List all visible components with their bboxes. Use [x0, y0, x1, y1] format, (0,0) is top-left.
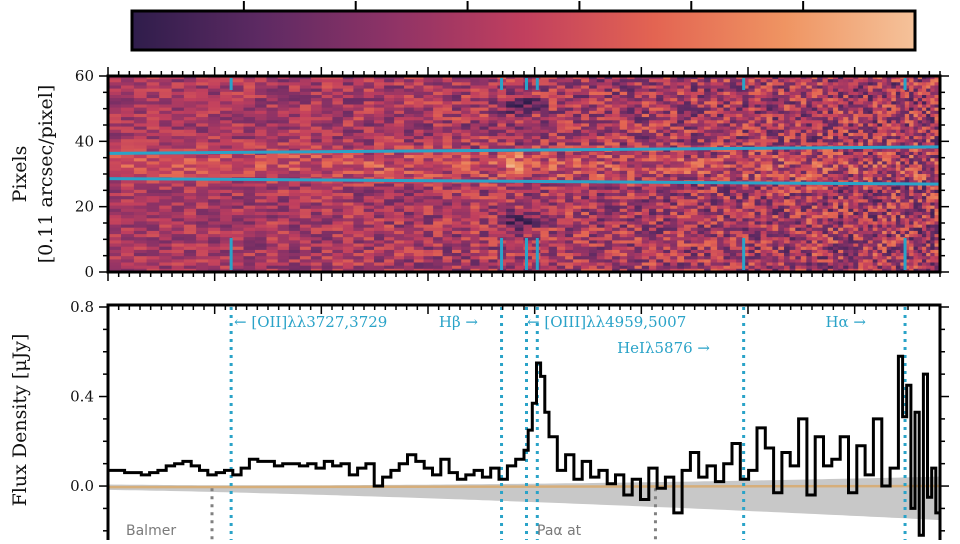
colorbar [132, 1, 915, 50]
colorbar-fill [132, 11, 915, 50]
